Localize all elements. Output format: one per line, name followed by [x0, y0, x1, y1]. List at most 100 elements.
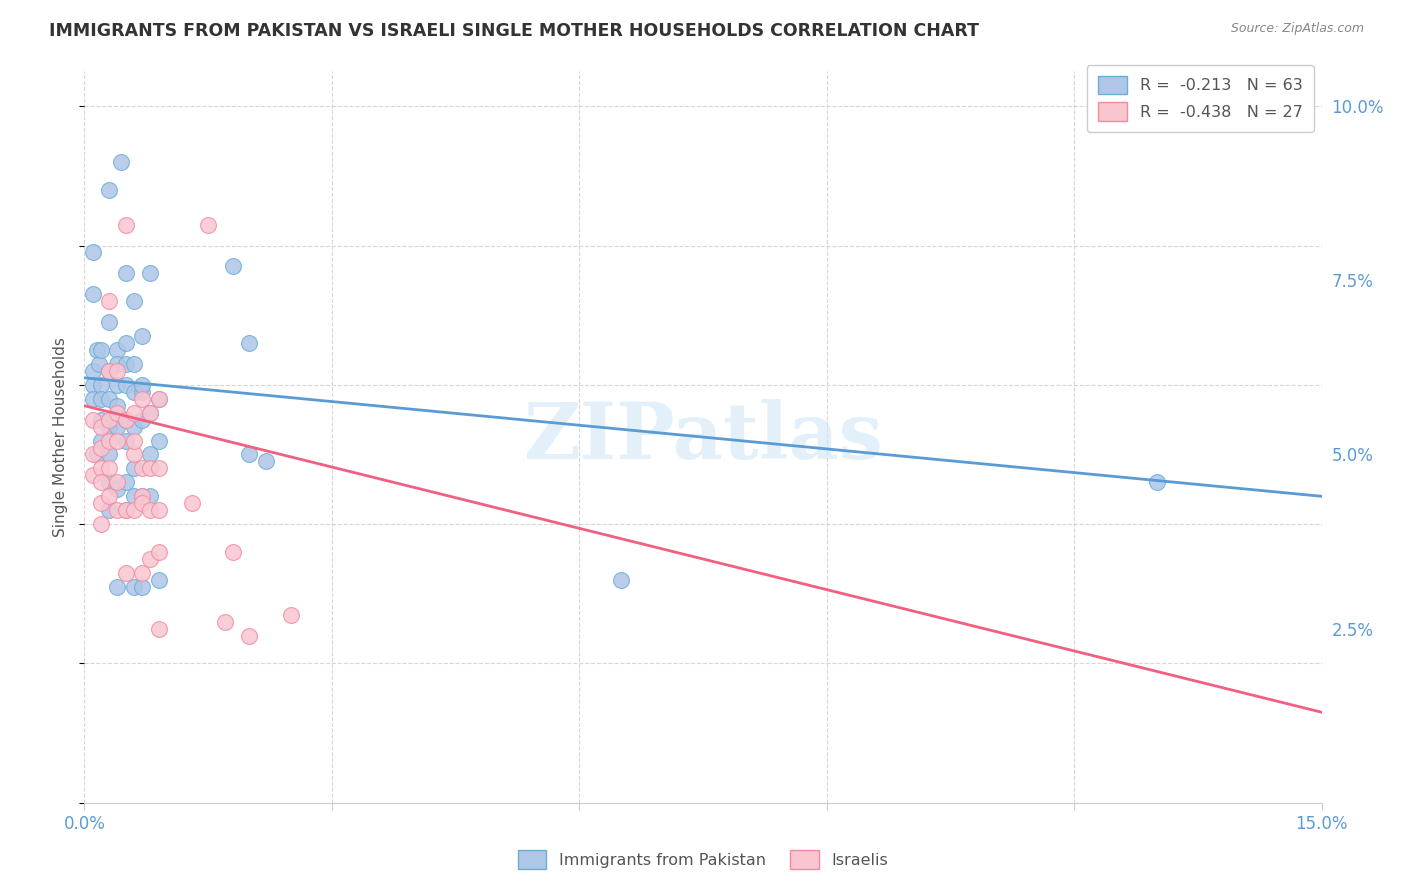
- Point: [90, 377, 112, 392]
- Point: [90, 517, 112, 532]
- Point: [122, 489, 145, 503]
- Point: [105, 357, 128, 371]
- Point: [98, 392, 121, 406]
- Point: [139, 503, 162, 517]
- Point: [98, 419, 121, 434]
- Point: [114, 434, 136, 448]
- Point: [148, 545, 170, 559]
- Point: [122, 357, 145, 371]
- Point: [114, 503, 136, 517]
- Point: [105, 399, 128, 413]
- Point: [98, 294, 121, 309]
- Text: IMMIGRANTS FROM PAKISTAN VS ISRAELI SINGLE MOTHER HOUSEHOLDS CORRELATION CHART: IMMIGRANTS FROM PAKISTAN VS ISRAELI SING…: [49, 22, 979, 40]
- Point: [131, 384, 153, 399]
- Point: [105, 483, 128, 497]
- Point: [148, 503, 170, 517]
- Point: [131, 489, 153, 503]
- Point: [82, 448, 104, 462]
- Point: [114, 412, 136, 426]
- Point: [86, 343, 108, 357]
- Point: [139, 461, 162, 475]
- Point: [105, 434, 128, 448]
- Point: [238, 629, 260, 643]
- Point: [1146, 475, 1168, 490]
- Point: [114, 566, 136, 580]
- Point: [122, 580, 145, 594]
- Point: [98, 448, 121, 462]
- Point: [82, 364, 104, 378]
- Point: [90, 441, 112, 455]
- Point: [131, 566, 153, 580]
- Point: [98, 364, 121, 378]
- Point: [139, 552, 162, 566]
- Point: [131, 580, 153, 594]
- Point: [131, 329, 153, 343]
- Point: [114, 357, 136, 371]
- Point: [148, 461, 170, 475]
- Point: [105, 503, 128, 517]
- Point: [98, 412, 121, 426]
- Point: [105, 343, 128, 357]
- Point: [122, 294, 145, 309]
- Point: [114, 266, 136, 280]
- Point: [139, 489, 162, 503]
- Point: [131, 461, 153, 475]
- Text: ZIPatlas: ZIPatlas: [523, 399, 883, 475]
- Point: [122, 434, 145, 448]
- Legend: Immigrants from Pakistan, Israelis: Immigrants from Pakistan, Israelis: [512, 844, 894, 875]
- Point: [86, 448, 108, 462]
- Point: [90, 412, 112, 426]
- Y-axis label: Single Mother Households: Single Mother Households: [53, 337, 69, 537]
- Point: [609, 573, 631, 587]
- Point: [105, 419, 128, 434]
- Point: [122, 406, 145, 420]
- Point: [90, 496, 112, 510]
- Point: [122, 419, 145, 434]
- Point: [82, 287, 104, 301]
- Point: [180, 496, 202, 510]
- Point: [82, 245, 104, 260]
- Point: [238, 336, 260, 351]
- Point: [114, 336, 136, 351]
- Point: [148, 622, 170, 636]
- Point: [89, 357, 111, 371]
- Point: [90, 434, 112, 448]
- Point: [222, 260, 245, 274]
- Point: [98, 315, 121, 329]
- Point: [105, 364, 128, 378]
- Point: [197, 218, 219, 232]
- Point: [82, 377, 104, 392]
- Point: [98, 503, 121, 517]
- Point: [122, 448, 145, 462]
- Point: [131, 496, 153, 510]
- Point: [82, 412, 104, 426]
- Point: [90, 392, 112, 406]
- Point: [98, 489, 121, 503]
- Point: [139, 406, 162, 420]
- Point: [131, 412, 153, 426]
- Point: [114, 218, 136, 232]
- Point: [131, 489, 153, 503]
- Point: [98, 434, 121, 448]
- Point: [90, 419, 112, 434]
- Point: [148, 434, 170, 448]
- Point: [98, 183, 121, 197]
- Point: [105, 406, 128, 420]
- Point: [90, 475, 112, 490]
- Point: [90, 461, 112, 475]
- Point: [82, 468, 104, 483]
- Point: [90, 343, 112, 357]
- Point: [105, 475, 128, 490]
- Point: [114, 412, 136, 426]
- Point: [214, 615, 236, 629]
- Point: [122, 461, 145, 475]
- Point: [105, 580, 128, 594]
- Point: [105, 377, 128, 392]
- Point: [110, 155, 132, 169]
- Point: [139, 448, 162, 462]
- Point: [114, 503, 136, 517]
- Point: [98, 364, 121, 378]
- Point: [98, 475, 121, 490]
- Point: [280, 607, 302, 622]
- Point: [98, 461, 121, 475]
